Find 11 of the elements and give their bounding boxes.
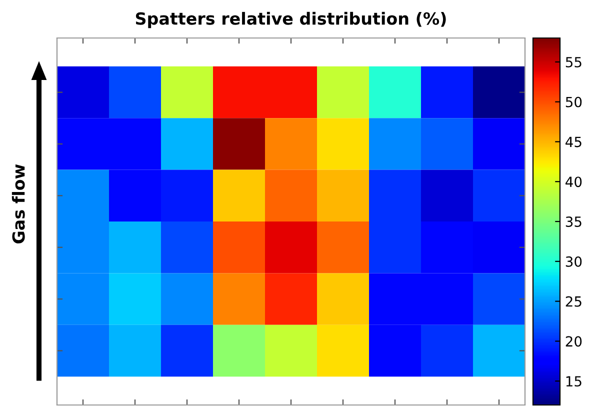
color-bar-label: 35 [566,216,582,227]
color-bar-label: 50 [566,96,582,108]
y-axis-title: Gas flow [12,164,25,244]
color-bar-label: 45 [566,136,582,148]
color-bar-label: 55 [566,57,582,68]
color-bar-label: 15 [566,376,582,387]
color-bar-label: 30 [566,256,582,267]
color-bar-label: 40 [566,176,582,188]
color-bar-label: 20 [566,336,582,347]
color-bar-label: 25 [566,296,582,307]
chart-title: Spatters relative distribution (%) [136,12,446,28]
